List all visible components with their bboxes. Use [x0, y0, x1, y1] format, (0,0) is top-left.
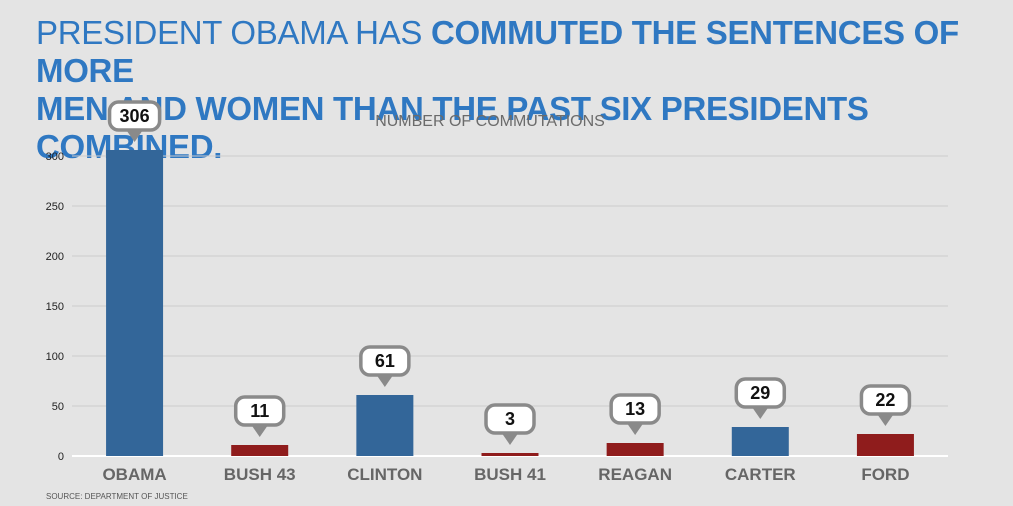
bar-carter: [731, 427, 789, 456]
y-tick-label: 300: [46, 151, 64, 163]
x-category-label: REAGAN: [598, 465, 672, 484]
bar-obama: [106, 150, 164, 456]
bars: [106, 150, 914, 456]
y-tick-label: 100: [46, 351, 64, 363]
x-category-label: CARTER: [725, 465, 796, 484]
y-tick-label: 50: [52, 401, 64, 413]
data-label-callout: 22: [859, 384, 912, 426]
data-label-callout: 306: [107, 100, 162, 142]
bar-reagan: [606, 443, 664, 456]
headline-light: PRESIDENT OBAMA HAS: [36, 14, 431, 51]
data-label: 11: [250, 401, 269, 421]
data-label: 13: [625, 399, 645, 419]
data-label: 3: [505, 409, 515, 429]
data-label: 306: [120, 106, 150, 126]
data-label-callout: 29: [734, 377, 787, 419]
data-label-callout: 3: [484, 403, 536, 445]
bar-ford: [856, 434, 914, 456]
data-label-callout: 61: [359, 345, 411, 387]
x-category-label: BUSH 43: [224, 465, 296, 484]
headline-bold-line1: COMMUTED THE SENTENCES OF MORE: [36, 14, 959, 89]
x-axis-labels: OBAMA BUSH 43 CLINTON BUSH 41 REAGAN CARTER FO…: [102, 465, 909, 484]
callout-pointer: [626, 422, 645, 435]
chart-title: NUMBER OF COMMUTATIONS: [375, 113, 605, 130]
x-category-label: FORD: [861, 465, 909, 484]
bar-clinton: [356, 395, 414, 456]
y-axis-ticks: 0 50 100 150 200 250 300: [46, 151, 64, 463]
callout-pointer: [751, 406, 770, 419]
bar-bush-41: [481, 453, 539, 456]
data-label: 61: [375, 351, 395, 371]
data-label-callout: 11: [233, 395, 286, 437]
x-category-label: BUSH 41: [474, 465, 546, 484]
data-label: 29: [750, 383, 770, 403]
data-labels: 306 11 61 3 13 29 22: [107, 100, 912, 445]
callout-pointer: [375, 374, 394, 387]
y-tick-label: 0: [58, 451, 64, 463]
source-note: SOURCE: DEPARTMENT OF JUSTICE: [46, 492, 188, 501]
callout-pointer: [501, 432, 519, 445]
data-label: 22: [875, 390, 895, 410]
x-category-label: OBAMA: [102, 465, 166, 484]
y-tick-label: 250: [46, 201, 64, 213]
x-category-label: CLINTON: [347, 465, 422, 484]
y-tick-label: 150: [46, 301, 64, 313]
bar-bush-43: [231, 445, 289, 456]
callout-pointer: [876, 413, 895, 426]
callout-pointer: [250, 424, 269, 437]
data-label-callout: 13: [609, 393, 661, 435]
callout-pointer: [125, 129, 144, 142]
y-tick-label: 200: [46, 251, 64, 263]
